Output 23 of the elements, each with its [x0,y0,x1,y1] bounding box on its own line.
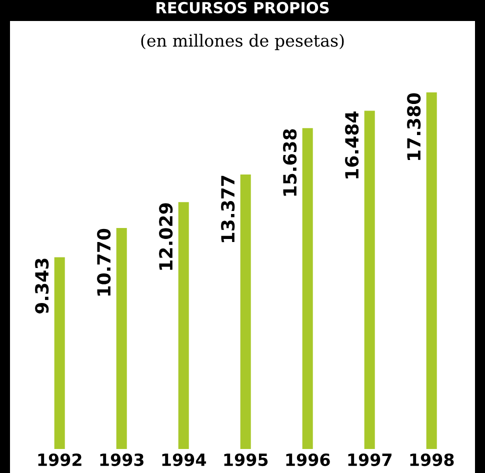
data-label: 15.638 [283,129,297,196]
x-tick-label: 1994 [162,453,206,466]
x-tick-label: 1992 [38,453,82,466]
x-tick-label: 1998 [410,453,454,466]
bar [240,174,251,449]
data-label: 16.484 [345,112,359,178]
data-label: 12.029 [159,203,173,270]
data-label: 10.770 [97,228,111,296]
bar [116,228,127,449]
x-tick-label: 1995 [224,453,268,466]
x-tick-label: 1997 [348,453,392,466]
bar [302,128,313,449]
bar [426,92,437,449]
x-tick-label: 1993 [100,453,144,466]
data-label: 9.343 [35,258,49,314]
bar [178,202,189,449]
data-label: 17.380 [407,93,421,160]
x-tick-label: 1996 [286,453,330,466]
chart-subtitle: (en millones de pesetas) [141,34,344,50]
data-label: 13.377 [221,176,235,242]
bar [364,110,375,449]
chart-title: RECURSOS PROPIOS [156,2,329,14]
bar [54,257,65,449]
